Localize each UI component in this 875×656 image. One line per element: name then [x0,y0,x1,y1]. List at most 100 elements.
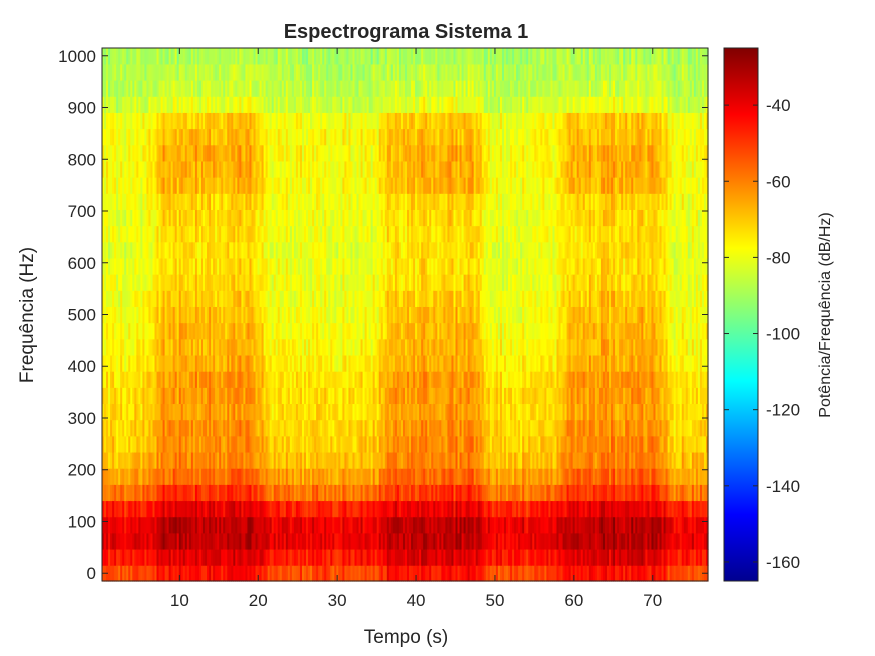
spectrogram-cell [344,338,348,356]
spectrogram-cell [178,532,182,550]
spectrogram-cell [251,354,255,372]
spectrogram-cell [166,257,170,275]
spectrogram-cell [215,435,218,453]
spectrogram-cell [190,565,194,582]
spectrogram-cell [207,419,210,437]
spectrogram-cell [186,451,190,469]
spectrogram-cell [332,548,335,566]
spectrogram-cell [130,96,133,113]
spectrogram-cell [392,565,396,582]
spectrogram-cell [209,468,212,485]
spectrogram-cell [334,144,337,162]
spectrogram-cell [249,112,253,130]
spectrogram-cell [390,354,394,372]
spectrogram-cell [200,177,204,194]
spectrogram-cell [271,371,275,388]
spectrogram-cell [291,112,295,130]
spectrogram-cell [138,468,141,485]
spectrogram-cell [314,96,317,113]
spectrogram-cell [374,451,378,469]
spectrogram-cell [239,516,242,534]
spectrogram-cell [374,48,378,65]
spectrogram-cell [312,160,315,178]
spectrogram-cell [114,144,117,162]
spectrogram-cell [112,241,115,259]
spectrogram-cell [144,128,148,146]
spectrogram-cell [136,177,139,194]
spectrogram-cell [388,516,392,534]
spectrogram-cell [344,144,348,162]
spectrogram-cell [223,548,226,566]
spectrogram-cell [176,128,180,146]
spectrogram-cell [126,451,129,469]
spectrogram-cell [405,225,408,243]
spectrogram-cell [265,160,269,178]
spectrogram-cell [356,290,360,308]
spectrogram-cell [118,96,121,113]
spectrogram-cell [310,565,313,582]
spectrogram-cell [328,63,331,81]
spectrogram-cell [128,484,131,502]
spectrogram-cell [255,290,259,308]
spectrogram-cell [267,435,271,453]
spectrogram-cell [108,96,111,113]
spectrogram-cell [150,209,154,227]
spectrogram-cell [400,225,404,243]
spectrogram-cell [239,468,242,485]
spectrogram-cell [324,484,327,502]
spectrogram-cell [291,290,295,308]
spectrogram-cell [118,548,121,566]
spectrogram-cell [354,193,358,210]
spectrogram-cell [281,532,285,550]
spectrogram-cell [330,387,333,405]
spectrogram-cell [142,290,146,308]
spectrogram-cell [172,160,176,178]
spectrogram-cell [306,128,309,146]
spectrogram-cell [261,354,265,372]
spectrogram-cell [217,548,220,566]
spectrogram-cell [344,468,348,485]
spectrogram-cell [374,80,378,97]
spectrogram-cell [374,354,378,372]
spectrogram-cell [378,306,382,324]
spectrogram-cell [241,565,244,582]
spectrogram-cell [390,322,394,340]
spectrogram-cell [223,112,226,130]
spectrogram-cell [128,500,131,518]
spectrogram-cell [221,387,224,405]
spectrogram-cell [144,403,148,421]
spectrogram-cell [354,468,358,485]
spectrogram-cell [116,322,119,340]
spectrogram-cell [120,387,123,405]
spectrogram-cell [336,193,339,210]
spectrogram-cell [233,306,236,324]
spectrogram-cell [184,548,188,566]
spectrogram-cell [180,565,184,582]
spectrogram-cell [231,468,234,485]
spectrogram-cell [370,225,374,243]
spectrogram-cell [237,500,240,518]
spectrogram-cell [358,322,362,340]
spectrogram-cell [259,209,263,227]
spectrogram-cell [102,128,105,146]
spectrogram-cell [110,435,113,453]
spectrogram-cell [124,548,127,566]
spectrogram-cell [263,274,267,291]
spectrogram-cell [154,209,158,227]
spectrogram-cell [114,193,117,210]
spectrogram-cell [364,241,368,259]
spectrogram-cell [374,468,378,485]
spectrogram-cell [243,322,247,340]
spectrogram-cell [295,403,299,421]
spectrogram-cell [352,387,356,405]
spectrogram-cell [291,419,295,437]
spectrogram-cell [146,565,150,582]
spectrogram-cell [241,548,244,566]
spectrogram-cell [299,128,303,146]
spectrogram-cell [178,548,182,566]
spectrogram-cell [154,241,158,259]
spectrogram-cell [247,338,251,356]
spectrogram-cell [348,144,352,162]
spectrogram-cell [114,354,117,372]
spectrogram-cell [188,225,192,243]
